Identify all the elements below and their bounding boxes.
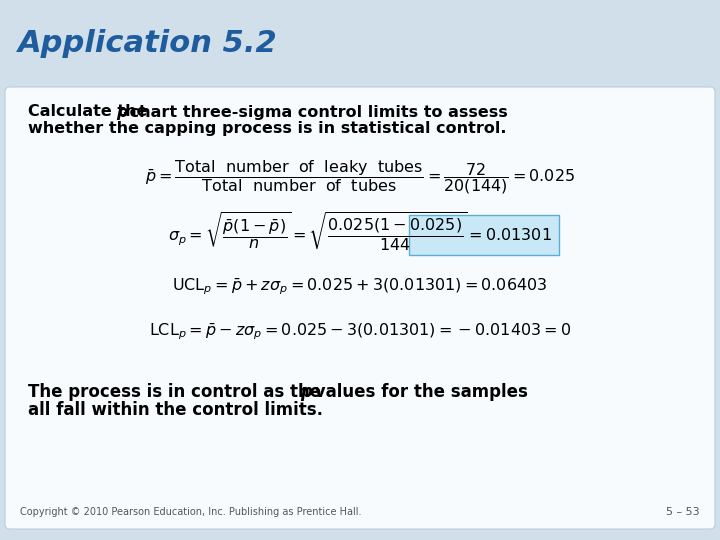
Text: whether the capping process is in statistical control.: whether the capping process is in statis…	[28, 122, 506, 137]
Text: $\mathrm{UCL}_p = \bar{p} + z\sigma_p = 0.025 + 3(0.01301) = 0.06403$: $\mathrm{UCL}_p = \bar{p} + z\sigma_p = …	[172, 276, 548, 298]
FancyBboxPatch shape	[409, 215, 559, 255]
Text: values for the samples: values for the samples	[309, 383, 528, 401]
Text: $\mathrm{LCL}_p = \bar{p} - z\sigma_p = 0.025 - 3(0.01301) = -0.01403 = 0$: $\mathrm{LCL}_p = \bar{p} - z\sigma_p = …	[149, 322, 571, 342]
FancyBboxPatch shape	[5, 87, 715, 529]
Text: 5 – 53: 5 – 53	[667, 507, 700, 517]
Bar	[0, 0, 720, 88]
Text: -chart three-sigma control limits to assess: -chart three-sigma control limits to ass…	[123, 105, 508, 119]
Text: Application 5.2: Application 5.2	[18, 30, 278, 58]
Text: p: p	[116, 105, 127, 119]
Text: $\sigma_p = \sqrt{\dfrac{\bar{p}(1-\bar{p})}{n}} = \sqrt{\dfrac{0.025(1-0.025)}{: $\sigma_p = \sqrt{\dfrac{\bar{p}(1-\bar{…	[168, 211, 552, 253]
Text: all fall within the control limits.: all fall within the control limits.	[28, 401, 323, 419]
Text: $\bar{p} = \dfrac{\mathrm{Total\ \ number\ \ of\ \ leaky\ \ tubes}}{\mathrm{Tota: $\bar{p} = \dfrac{\mathrm{Total\ \ numbe…	[145, 158, 575, 196]
Text: Copyright © 2010 Pearson Education, Inc. Publishing as Prentice Hall.: Copyright © 2010 Pearson Education, Inc.…	[20, 507, 361, 517]
Text: The process is in control as the: The process is in control as the	[28, 383, 327, 401]
Text: Calculate the: Calculate the	[28, 105, 153, 119]
Text: p: p	[300, 383, 312, 401]
